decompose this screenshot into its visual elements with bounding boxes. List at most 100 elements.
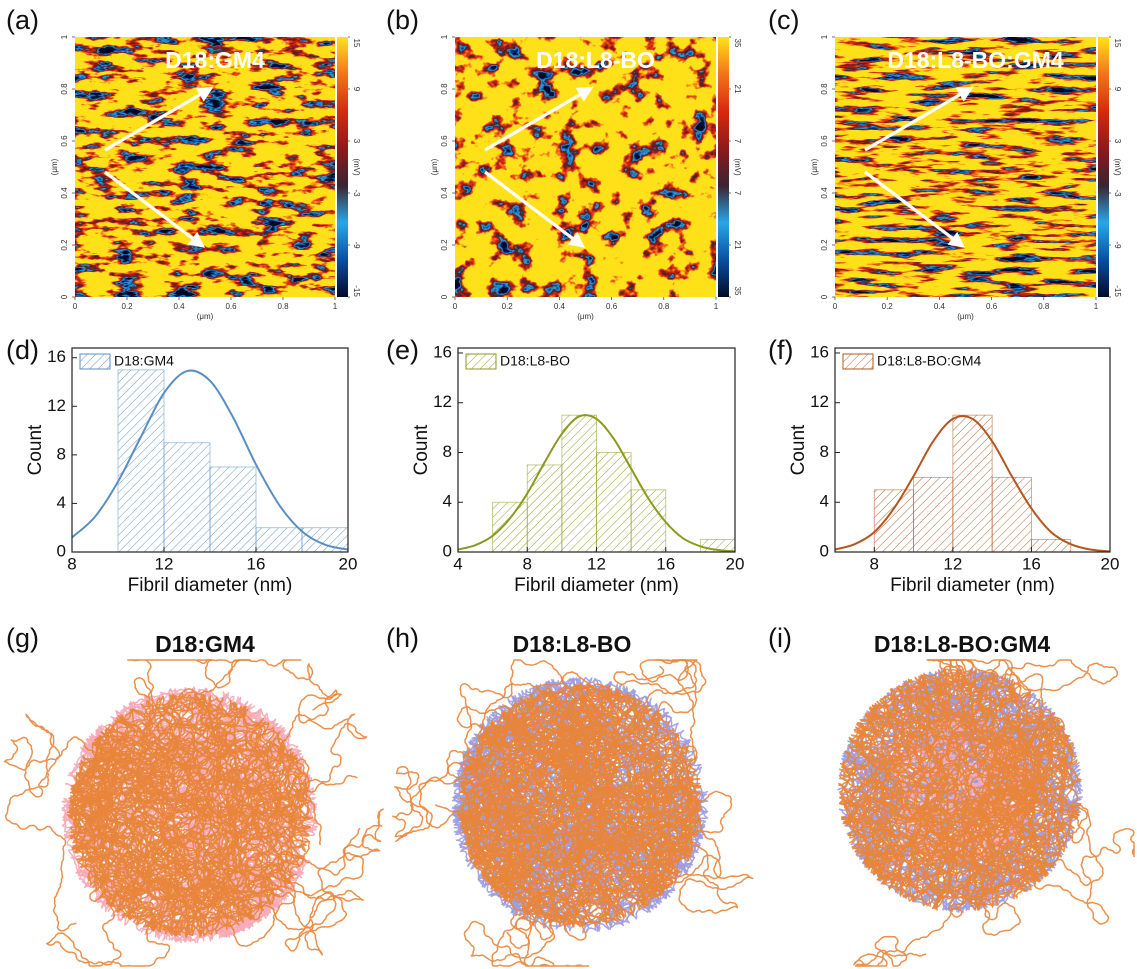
histogram-bar [562, 415, 597, 552]
y-tick-label: 1 [60, 34, 69, 39]
y-tick-label: 0.2 [820, 239, 829, 251]
legend-label: D18:GM4 [114, 353, 174, 369]
x-tick-label: 0 [73, 302, 78, 311]
legend-swatch [843, 354, 873, 369]
x-tick-label: 4 [453, 554, 462, 573]
x-tick-label: 20 [1101, 554, 1120, 573]
y-tick-label: 0.4 [820, 187, 829, 199]
x-tick-label: 8 [870, 554, 879, 573]
y-tick-label: 8 [820, 442, 829, 461]
x-tick-label: 1 [1094, 302, 1099, 311]
y-tick-label: 16 [47, 347, 66, 366]
y-axis-label: Count [788, 424, 809, 475]
x-axis-label: Fibril diameter (nm) [128, 575, 293, 596]
colorbar-tick-label: -9 [352, 241, 361, 249]
x-tick-label: 0.4 [934, 302, 946, 311]
y-tick-label: 8 [57, 444, 66, 463]
y-tick-label: 4 [443, 492, 452, 511]
panel-label: (h) [386, 623, 419, 653]
y-tick-label: 0.2 [60, 239, 69, 251]
panel-label: (g) [6, 623, 39, 653]
y-tick-label: 12 [47, 396, 66, 415]
simulation-title: D18:L8-BO:GM4 [874, 631, 1051, 657]
y-tick-label: 0 [57, 541, 66, 560]
x-tick-label: 0.8 [1038, 302, 1050, 311]
colorbar-tick-label: -15 [1113, 285, 1122, 297]
y-tick-label: 12 [433, 392, 452, 411]
y-tick-label: 4 [820, 492, 829, 511]
x-tick-label: 16 [1022, 554, 1041, 573]
y-axis-label: (μm) [810, 158, 819, 175]
histogram-bar [493, 502, 528, 552]
y-tick-label: 0.6 [440, 135, 449, 147]
legend-label: D18:L8-BO [500, 353, 570, 369]
panel-label: (b) [386, 5, 419, 35]
y-tick-label: 16 [810, 342, 829, 361]
x-axis-label: (μm) [197, 312, 214, 321]
x-tick-label: 0.4 [173, 302, 185, 311]
y-tick-label: 0 [60, 294, 69, 299]
histogram-bar [953, 415, 992, 552]
heatmap-title: D18:L8-BO [536, 47, 655, 73]
x-tick-label: 1 [333, 302, 338, 311]
heatmap-title: D18:L8-BO:GM4 [887, 47, 1064, 73]
legend-swatch [466, 354, 496, 369]
histogram-bar [914, 477, 953, 552]
histogram-bar [992, 477, 1031, 552]
x-tick-label: 0 [833, 302, 838, 311]
y-tick-label: 0 [440, 294, 449, 299]
colorbar-tick-label: -15 [352, 285, 361, 297]
x-tick-label: 16 [656, 554, 675, 573]
panel-label: (f) [768, 335, 793, 365]
x-tick-label: 0.6 [225, 302, 237, 311]
histogram-bar [527, 465, 562, 552]
simulation-snapshot [838, 660, 1134, 966]
x-tick-label: 1 [714, 302, 719, 311]
histogram-bar [256, 528, 302, 552]
figure: (a)(b)(c)(d)(e)(f)(g)(h)(i)D18:GM400.20.… [0, 0, 1137, 969]
colorbar-tick-label: 35 [733, 39, 742, 48]
afm-image [835, 37, 1096, 297]
x-tick-label: 20 [726, 554, 745, 573]
y-tick-label: 12 [810, 392, 829, 411]
colorbar [337, 37, 348, 297]
colorbar-tick-label: -3 [352, 189, 361, 197]
panel-label: (a) [6, 5, 39, 35]
x-axis-label: (μm) [577, 312, 594, 321]
colorbar-tick-label: -9 [1113, 241, 1122, 249]
y-tick-label: 0.8 [820, 83, 829, 95]
y-tick-label: 0 [820, 541, 829, 560]
y-tick-label: 0.2 [440, 239, 449, 251]
y-tick-label: 4 [57, 493, 66, 512]
page-body: (a)(b)(c)(d)(e)(f)(g)(h)(i)D18:GM400.20.… [0, 0, 1137, 969]
colorbar-label: (mV) [733, 158, 742, 176]
histogram-bar [597, 452, 632, 552]
x-axis-label: (μm) [957, 312, 974, 321]
x-tick-label: 0.8 [658, 302, 670, 311]
x-axis-label: Fibril diameter (nm) [514, 575, 679, 596]
y-axis-label: Count [411, 424, 432, 475]
y-tick-label: 1 [820, 34, 829, 39]
colorbar-tick-label: 7 [733, 139, 742, 144]
x-tick-label: 12 [943, 554, 962, 573]
histogram-bar [164, 443, 210, 552]
x-tick-label: 0.6 [606, 302, 618, 311]
x-tick-label: 0.6 [986, 302, 998, 311]
simulation-title: D18:L8-BO [513, 631, 632, 657]
afm-image [455, 37, 716, 297]
colorbar-tick-label: 3 [352, 139, 361, 144]
y-tick-label: 1 [440, 34, 449, 39]
colorbar-tick-label: 9 [352, 87, 361, 92]
panel-label: (c) [768, 5, 799, 35]
x-tick-label: 12 [155, 554, 174, 573]
x-tick-label: 0 [453, 302, 458, 311]
colorbar [718, 37, 729, 297]
y-tick-label: 0 [443, 541, 452, 560]
y-axis-label: (μm) [50, 158, 59, 175]
colorbar-tick-label: 7 [733, 191, 742, 196]
simulation-snapshot [393, 660, 753, 966]
colorbar-tick-label: 15 [1113, 39, 1122, 48]
x-tick-label: 8 [523, 554, 532, 573]
page: Fibril morphology figure { "panel_labels… [0, 0, 1137, 969]
simulation-snapshot [5, 660, 384, 966]
